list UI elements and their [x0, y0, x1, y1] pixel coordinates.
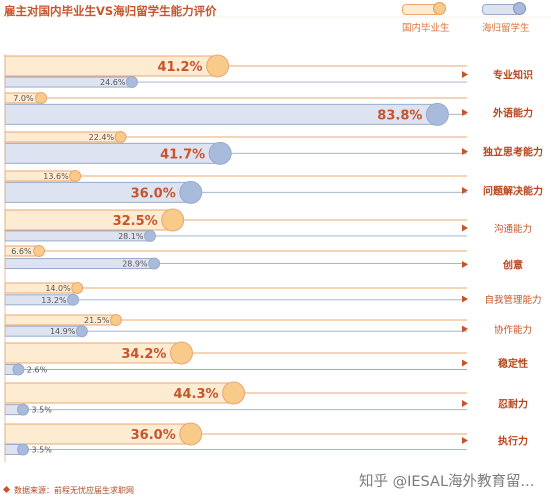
- domestic-8-value-label: 21.5%: [84, 316, 110, 325]
- overseas-4-value-label: 36.0%: [131, 186, 176, 201]
- overseas-10-end-dot: [17, 403, 30, 416]
- overseas-9-value-label: 2.6%: [27, 366, 48, 375]
- legend-swatch-overseas-icon: [482, 2, 526, 15]
- domestic-7-end-dot: [71, 282, 84, 294]
- diamond-icon: [2, 485, 11, 494]
- domestic-4-end-dot: [69, 170, 82, 182]
- category-label-10: 忍耐力: [498, 398, 528, 411]
- legend-item-domestic: 国内毕业生: [402, 2, 450, 34]
- chart-title: 雇主对国内毕业生VS海归留学生能力评价: [4, 4, 217, 18]
- overseas-5-value-label: 28.1%: [118, 232, 144, 241]
- row-8-arrow-icon: [462, 325, 468, 333]
- domestic-3-end-dot: [114, 131, 127, 143]
- overseas-5-end-dot: [143, 229, 156, 242]
- overseas-7-value-label: 13.2%: [41, 296, 67, 305]
- domestic-2-value-label: 7.0%: [13, 94, 34, 103]
- row-2-arrow-icon: [462, 109, 468, 116]
- overseas-2-bar: [4, 103, 438, 125]
- domestic-3-value-label: 22.4%: [89, 133, 115, 142]
- domestic-7-value-label: 14.0%: [45, 284, 71, 293]
- domestic-6-end-dot: [33, 245, 46, 257]
- category-label-2: 外语能力: [492, 107, 533, 120]
- overseas-2-end-dot: [425, 102, 449, 126]
- overseas-10-value-label: 3.5%: [32, 406, 53, 415]
- category-label-5: 沟通能力: [494, 223, 532, 235]
- row-4-arrow-icon: [462, 187, 468, 194]
- legend-label-overseas: 海归留学生: [482, 23, 530, 34]
- domestic-11-value-label: 36.0%: [131, 428, 176, 443]
- domestic-4-value-label: 13.6%: [43, 172, 69, 181]
- category-label-6: 创意: [502, 259, 523, 272]
- overseas-11-value-label: 3.5%: [32, 445, 53, 454]
- legend-swatch-domestic-icon: [402, 2, 446, 15]
- domestic-8-end-dot: [109, 314, 122, 326]
- domestic-1-value-label: 41.2%: [157, 60, 202, 75]
- domestic-10-end-dot: [222, 381, 246, 405]
- row-9-arrow-icon: [462, 359, 468, 367]
- overseas-3-value-label: 41.7%: [160, 147, 205, 162]
- category-label-1: 专业知识: [493, 69, 533, 82]
- overseas-1-end-dot: [125, 76, 138, 89]
- domestic-6-value-label: 6.6%: [11, 247, 32, 256]
- overseas-8-value-label: 14.9%: [50, 327, 76, 336]
- overseas-9-end-dot: [12, 363, 25, 376]
- overseas-3-end-dot: [208, 141, 232, 165]
- row-3-arrow-icon: [462, 148, 468, 155]
- row-10-arrow-icon: [462, 400, 468, 407]
- row-1-arrow-icon: [462, 71, 468, 78]
- data-source: 数据来源：前程无忧应届生求职网: [2, 485, 134, 496]
- row-11-arrow-icon: [462, 437, 468, 444]
- category-label-8: 协作能力: [494, 324, 532, 336]
- legend-label-domestic: 国内毕业生: [402, 23, 450, 34]
- overseas-6-value-label: 28.9%: [122, 260, 148, 269]
- overseas-8-end-dot: [75, 325, 88, 338]
- domestic-9-end-dot: [169, 341, 193, 365]
- overseas-2-value-label: 83.8%: [377, 108, 422, 123]
- row-7-arrow-icon: [462, 295, 468, 303]
- domestic-10-value-label: 44.3%: [173, 387, 218, 402]
- overseas-4-end-dot: [179, 180, 203, 204]
- watermark: 知乎 @IESAL海外教育留...: [359, 474, 535, 490]
- row-6-arrow-icon: [462, 261, 468, 268]
- domestic-11-end-dot: [179, 422, 203, 446]
- domestic-1-end-dot: [206, 54, 230, 78]
- category-label-4: 问题解决能力: [483, 185, 543, 198]
- overseas-11-end-dot: [17, 443, 30, 456]
- category-label-11: 执行力: [498, 435, 528, 448]
- category-label-9: 稳定性: [498, 357, 528, 370]
- domestic-9-value-label: 34.2%: [121, 347, 166, 362]
- overseas-7-end-dot: [67, 293, 80, 306]
- overseas-6-end-dot: [148, 257, 161, 270]
- domestic-5-value-label: 32.5%: [113, 214, 158, 229]
- domestic-5-end-dot: [161, 208, 185, 232]
- overseas-1-value-label: 24.6%: [100, 78, 126, 87]
- category-label-3: 独立思考能力: [483, 146, 543, 159]
- domestic-2-end-dot: [35, 92, 48, 104]
- row-5-arrow-icon: [462, 224, 468, 232]
- legend-item-overseas: 海归留学生: [482, 2, 530, 34]
- data-source-text: 数据来源：前程无忧应届生求职网: [14, 486, 134, 495]
- category-label-7: 自我管理能力: [484, 294, 541, 306]
